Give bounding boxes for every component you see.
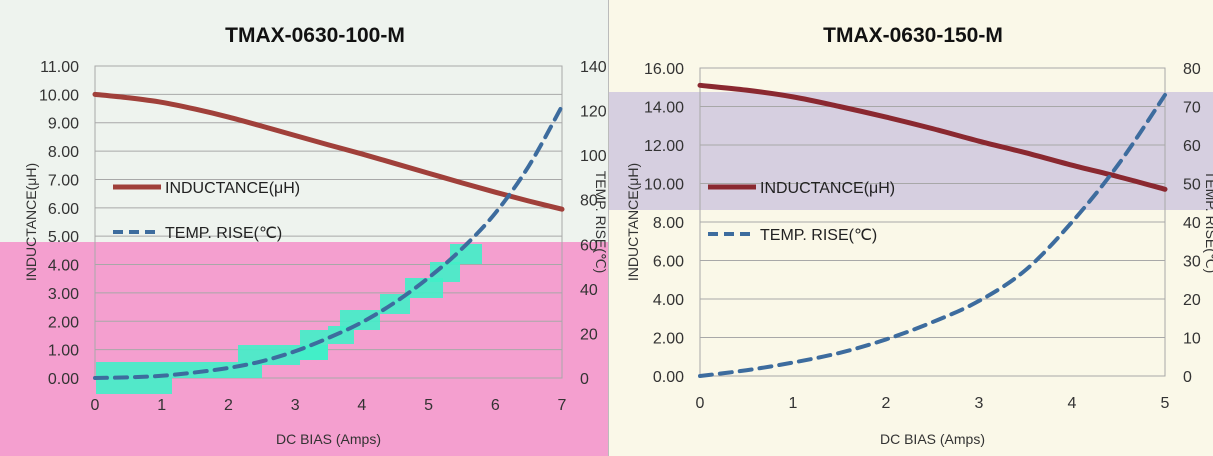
y2-tick-label: 100 (580, 148, 607, 165)
y2-tick-label: 10 (1183, 331, 1201, 348)
y-tick-label: 16.00 (644, 61, 684, 78)
plot-background-1 (608, 92, 1213, 210)
y2-tick-label: 40 (580, 282, 598, 299)
y-tick-label: 11.00 (40, 59, 79, 76)
plot-frame (94, 65, 563, 379)
y-tick-label: 8.00 (653, 215, 684, 232)
x-tick-label: 4 (1068, 395, 1077, 412)
y-tick-label: 7.00 (48, 172, 79, 189)
x-tick-label: 4 (357, 397, 366, 414)
y2-tick-label: 80 (1183, 61, 1201, 78)
x-tick-label: 6 (491, 397, 500, 414)
y2-tick-label: 40 (1183, 215, 1201, 232)
chart-title: TMAX-0630-150-M (823, 24, 1003, 47)
y-tick-label: 1.00 (48, 343, 79, 360)
y2-axis-label: TEMP. RISE(℃) (593, 171, 608, 274)
highlight-block (405, 278, 443, 298)
highlight-block (430, 262, 460, 282)
x-axis-label: DC BIAS (Amps) (880, 431, 985, 447)
y2-tick-label: 20 (580, 326, 598, 343)
y2-tick-label: 0 (1183, 369, 1192, 386)
y2-tick-label: 60 (580, 237, 598, 254)
x-axis-label: DC BIAS (Amps) (276, 431, 381, 447)
y2-tick-label: 120 (580, 104, 607, 121)
y2-tick-label: 20 (1183, 292, 1201, 309)
y-axis-label: INDUCTANCE(μH) (23, 163, 39, 281)
inductance-chart-100: 0.00 1.00 2.00 3.00 4.00 5.00 6.00 7.00 8.00 9.00… (0, 0, 608, 456)
chart-panel-left: 0.00 1.00 2.00 3.00 4.00 5.00 6.00 7.00 8.00 9.00… (0, 0, 608, 456)
highlight-block (300, 345, 328, 360)
y-tick-label: 0.00 (48, 371, 79, 388)
y-tick-label: 12.00 (644, 138, 684, 155)
highlight-block (238, 345, 300, 365)
y-tick-label: 14.00 (644, 100, 684, 117)
y-tick-label: 2.00 (653, 331, 684, 348)
x-tick-label: 5 (424, 397, 433, 414)
y2-tick-label: 80 (580, 193, 598, 210)
y-tick-label: 0.00 (653, 369, 684, 386)
highlight-block (340, 310, 380, 330)
series-line-temp-rise (698, 92, 1167, 378)
x-tick-label: 3 (975, 395, 984, 412)
inductance-chart-150: 0.00 2.00 4.00 6.00 8.00 10.00 12.00 14.00 16.00… (608, 0, 1213, 456)
y-tick-label: 8.00 (48, 144, 79, 161)
x-tick-label: 2 (224, 397, 233, 414)
y2-tick-label: 70 (1183, 100, 1201, 117)
legend-label: TEMP. RISE(℃) (165, 225, 282, 242)
y-tick-label: 9.00 (48, 116, 79, 133)
y-tick-label: 2.00 (48, 314, 79, 331)
x-tick-label: 3 (291, 397, 300, 414)
legend-label: INDUCTANCE(μH) (165, 180, 300, 197)
y2-tick-label: 60 (1183, 138, 1201, 155)
y-tick-label: 6.00 (48, 201, 79, 218)
highlight-block (450, 244, 482, 264)
chart-panel-right: 0.00 2.00 4.00 6.00 8.00 10.00 12.00 14.00 16.00… (608, 0, 1213, 456)
y2-axis-label: TEMP. RISE(℃) (1203, 171, 1213, 274)
y-axis-label: INDUCTANCE(μH) (625, 163, 641, 281)
plot-frame (699, 67, 1166, 377)
y-tick-label: 6.00 (653, 254, 684, 271)
chart-title: TMAX-0630-100-M (225, 24, 405, 47)
y2-tick-label: 0 (580, 371, 589, 388)
plot-background-2 (608, 210, 1213, 340)
x-tick-label: 0 (91, 397, 100, 414)
x-tick-label: 2 (882, 395, 891, 412)
x-tick-label: 0 (696, 395, 705, 412)
legend-label: INDUCTANCE(μH) (760, 180, 895, 197)
y2-tick-label: 50 (1183, 177, 1201, 194)
y-tick-label: 10.00 (644, 177, 684, 194)
y2-tick-label: 140 (580, 59, 607, 76)
x-tick-label: 1 (789, 395, 798, 412)
y-tick-label: 4.00 (48, 258, 79, 275)
y-tick-label: 4.00 (653, 292, 684, 309)
y2-tick-label: 30 (1183, 254, 1201, 271)
x-tick-label: 5 (1161, 395, 1170, 412)
y-tick-label: 5.00 (48, 229, 79, 246)
y-tick-label: 3.00 (48, 286, 79, 303)
x-tick-label: 1 (157, 397, 166, 414)
x-tick-label: 7 (558, 397, 567, 414)
y-tick-label: 10.00 (39, 87, 79, 104)
legend-label: TEMP. RISE(℃) (760, 227, 877, 244)
